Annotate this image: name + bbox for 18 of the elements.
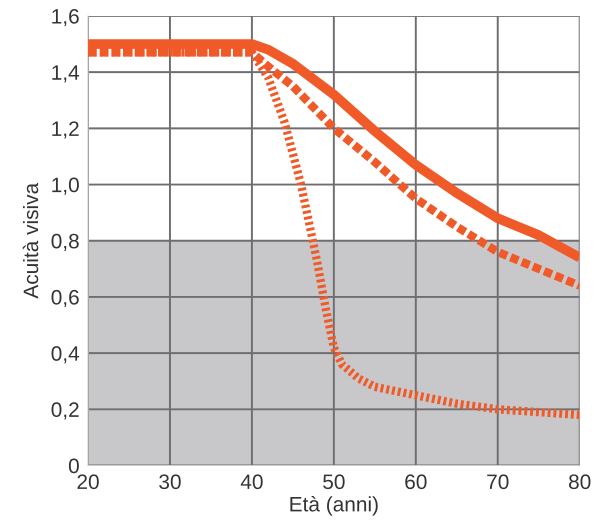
- y-axis-title: Acuità visiva: [22, 182, 38, 299]
- y-tick-label: 1,0: [52, 178, 79, 195]
- y-tick-label: 0,2: [52, 402, 79, 420]
- y-tick-label: 1,4: [52, 65, 80, 82]
- y-tick-label: 0,4: [52, 346, 80, 364]
- x-axis-title: Età (anni): [290, 496, 378, 516]
- x-tick-label: 80: [569, 474, 590, 490]
- x-tick-label: 30: [159, 474, 181, 490]
- x-tick-label: 50: [323, 474, 345, 490]
- x-tick-label: 70: [487, 474, 509, 490]
- y-tick-label: 0,6: [52, 290, 79, 308]
- y-tick-label: 0: [68, 458, 79, 474]
- y-tick-label: 0,8: [52, 234, 79, 251]
- x-tick-label: 20: [77, 474, 99, 490]
- y-tick-label: 1,6: [52, 8, 79, 26]
- x-tick-label: 40: [240, 474, 263, 490]
- x-tick-label: 60: [405, 474, 427, 490]
- y-tick-label: 1,2: [52, 121, 79, 139]
